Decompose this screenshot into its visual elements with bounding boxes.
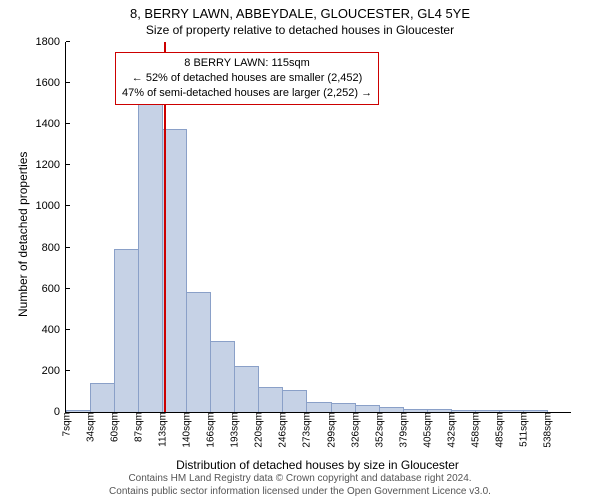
x-tick-label: 379sqm <box>396 412 409 448</box>
annotation-line: ← 52% of detached houses are smaller (2,… <box>122 71 372 86</box>
x-tick-label: 60sqm <box>108 412 121 442</box>
attribution-text: Contains HM Land Registry data © Crown c… <box>0 473 600 484</box>
y-tick-label: 1200 <box>36 159 66 171</box>
y-tick-label: 1000 <box>36 200 66 212</box>
attribution-text: Contains public sector information licen… <box>0 486 600 497</box>
histogram-bar <box>331 403 356 412</box>
x-tick-label: 405sqm <box>420 412 433 448</box>
histogram-bar <box>66 410 91 412</box>
x-tick-label: 485sqm <box>492 412 505 448</box>
x-tick-label: 87sqm <box>132 412 145 442</box>
x-tick-label: 193sqm <box>228 412 241 448</box>
x-tick-label: 299sqm <box>324 412 337 448</box>
histogram-bar <box>258 387 283 412</box>
x-tick-label: 273sqm <box>300 412 313 448</box>
histogram-bar <box>379 407 404 412</box>
histogram-bar <box>306 402 331 412</box>
y-tick-label: 1800 <box>36 36 66 48</box>
x-tick-label: 538sqm <box>540 412 553 448</box>
histogram-bar <box>451 410 476 412</box>
annotation-line: 47% of semi-detached houses are larger (… <box>122 86 372 101</box>
x-tick-label: 7sqm <box>60 412 73 436</box>
histogram-bar <box>234 366 259 412</box>
histogram-bar <box>186 292 211 412</box>
x-tick-label: 34sqm <box>84 412 97 442</box>
histogram-bar <box>138 99 163 412</box>
y-axis-label: Number of detached properties <box>16 152 30 317</box>
x-tick-label: 220sqm <box>252 412 265 448</box>
annotation-line: 8 BERRY LAWN: 115sqm <box>122 56 372 71</box>
y-tick-label: 400 <box>42 324 66 336</box>
histogram-bar <box>355 405 380 412</box>
histogram-bar <box>427 409 452 412</box>
histogram-bar <box>114 249 139 412</box>
x-axis-label: Distribution of detached houses by size … <box>65 458 570 472</box>
x-tick-label: 166sqm <box>204 412 217 448</box>
histogram-bar <box>90 383 115 412</box>
annotation-box: 8 BERRY LAWN: 115sqm ← 52% of detached h… <box>115 52 379 105</box>
y-tick-label: 600 <box>42 283 66 295</box>
x-tick-label: 326sqm <box>348 412 361 448</box>
histogram-bar <box>475 410 500 412</box>
histogram-bar <box>403 409 428 412</box>
y-tick-label: 1400 <box>36 118 66 130</box>
x-tick-label: 352sqm <box>372 412 385 448</box>
x-tick-label: 458sqm <box>468 412 481 448</box>
histogram-bar <box>162 129 187 412</box>
histogram-bar <box>282 390 307 412</box>
x-tick-label: 246sqm <box>276 412 289 448</box>
x-tick-label: 511sqm <box>516 412 529 447</box>
histogram-bar <box>499 410 524 412</box>
x-tick-label: 140sqm <box>180 412 193 448</box>
histogram-bar <box>210 341 235 412</box>
page-subtitle: Size of property relative to detached ho… <box>0 21 600 37</box>
x-tick-label: 432sqm <box>444 412 457 448</box>
x-tick-label: 113sqm <box>156 412 169 447</box>
y-tick-label: 1600 <box>36 77 66 89</box>
y-tick-label: 200 <box>42 365 66 377</box>
histogram-bar <box>523 410 548 412</box>
y-tick-label: 800 <box>42 242 66 254</box>
page-title: 8, BERRY LAWN, ABBEYDALE, GLOUCESTER, GL… <box>0 0 600 21</box>
